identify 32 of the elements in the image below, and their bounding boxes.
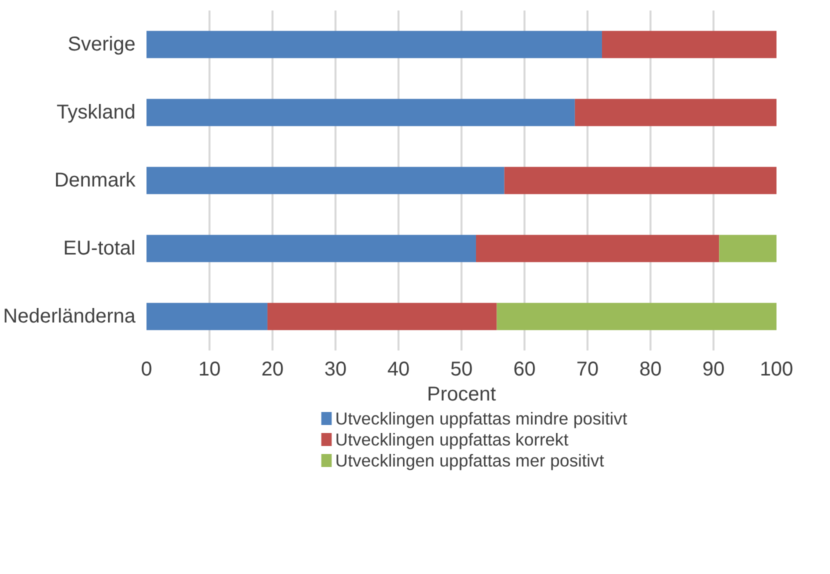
bar — [146, 30, 602, 58]
x-tick-label: 100 — [760, 358, 794, 380]
bar — [267, 302, 497, 330]
x-tick-label: 90 — [702, 358, 725, 380]
y-tick-label: Denmark — [54, 170, 136, 192]
x-tick-label: 0 — [140, 358, 152, 380]
x-tick-label: 40 — [387, 358, 410, 380]
y-tick-label: EU-total — [63, 238, 136, 260]
x-tick-label: 30 — [324, 358, 347, 380]
bar — [476, 234, 720, 262]
bar — [146, 98, 575, 126]
x-tick-label: 60 — [513, 358, 536, 380]
bar — [504, 166, 776, 194]
x-tick-label: 50 — [450, 358, 473, 380]
bar — [146, 166, 504, 194]
bar — [719, 234, 776, 262]
bar — [496, 302, 776, 330]
legend-label: Utvecklingen uppfattas mer positivt — [335, 450, 604, 470]
bar — [574, 98, 776, 126]
x-tick-label: 70 — [576, 358, 599, 380]
x-tick-label: 10 — [198, 358, 221, 380]
y-tick-label: Nederländerna — [3, 306, 136, 328]
x-tick-label: 20 — [261, 358, 284, 380]
bar — [146, 302, 268, 330]
legend-label: Utvecklingen uppfattas korrekt — [335, 430, 569, 450]
x-axis-title: Procent — [427, 384, 496, 406]
legend-label: Utvecklingen uppfattas mindre positivt — [335, 408, 628, 428]
y-tick-label: Sverige — [68, 34, 136, 56]
bar — [146, 234, 476, 262]
bar — [602, 30, 776, 58]
x-tick-label: 80 — [639, 358, 662, 380]
y-tick-label: Tyskland — [56, 102, 136, 124]
